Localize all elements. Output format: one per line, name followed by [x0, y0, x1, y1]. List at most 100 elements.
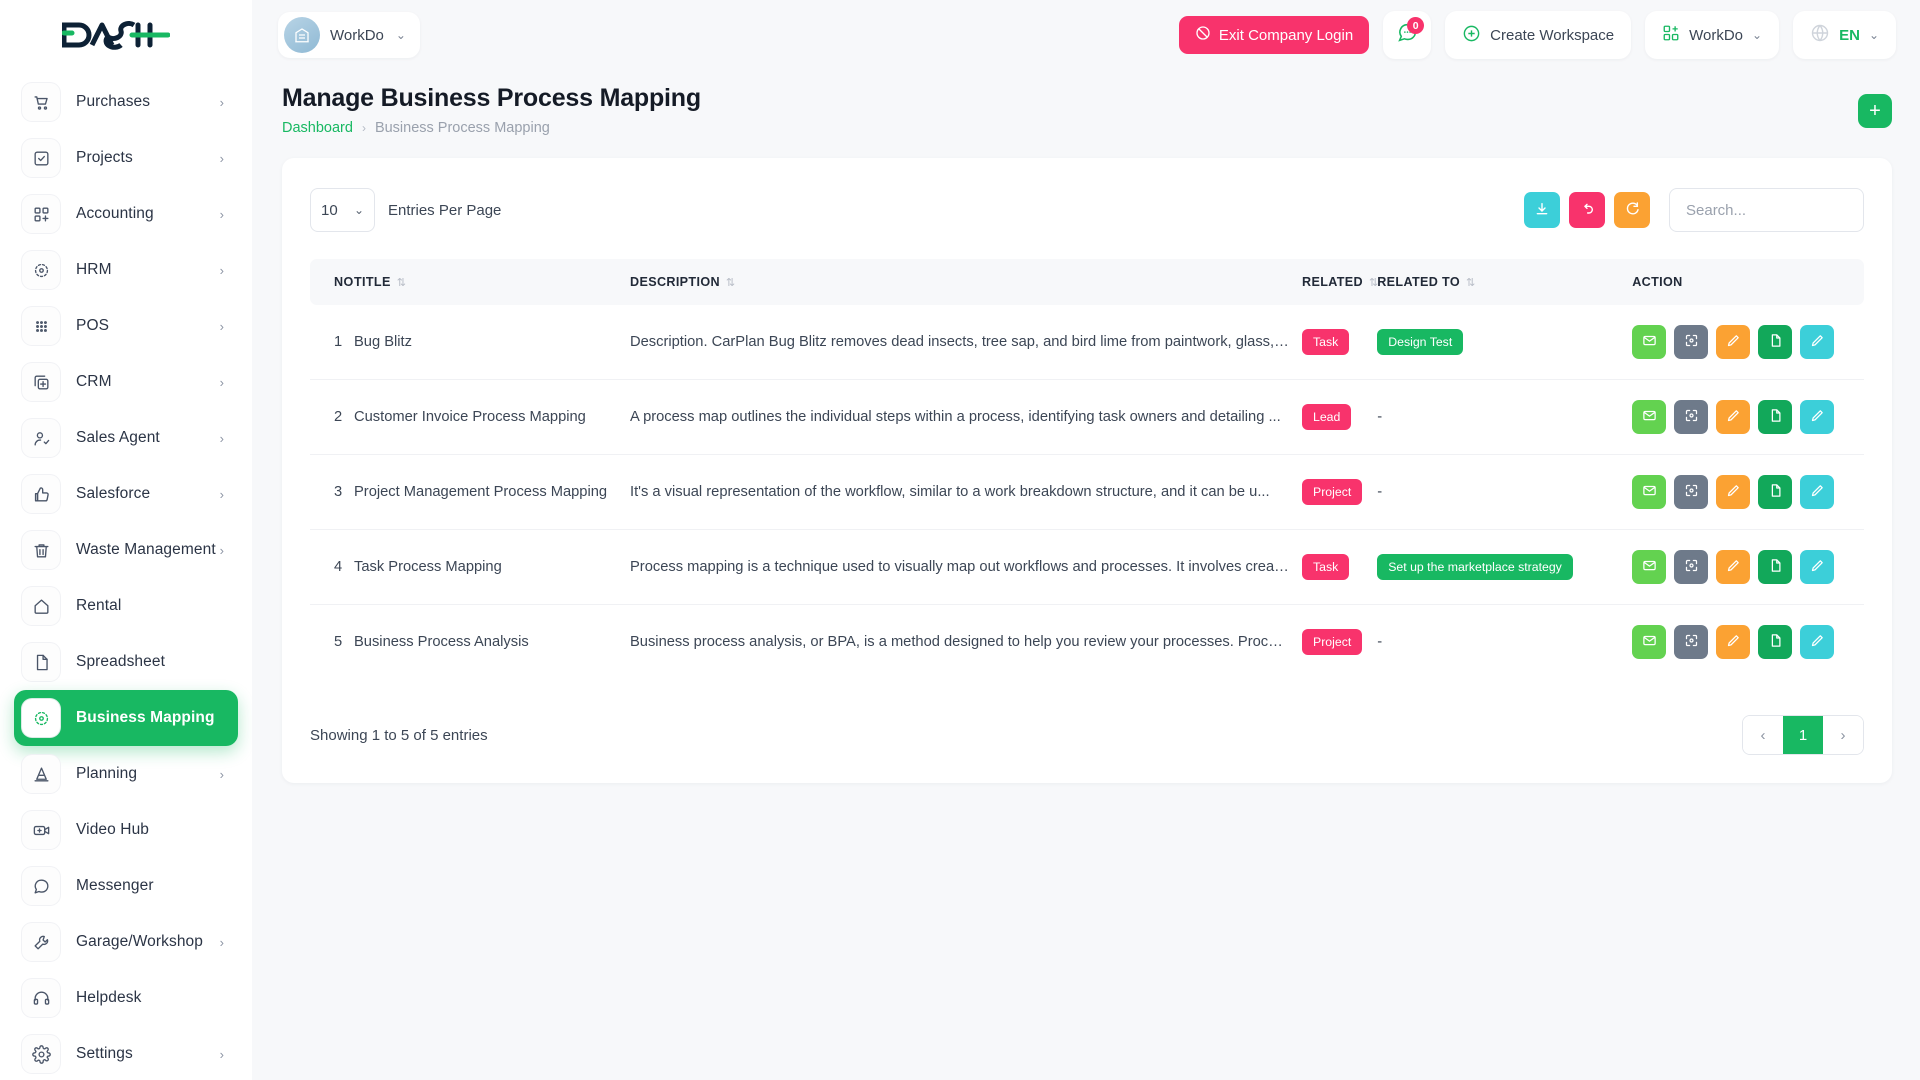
sort-icon[interactable]: ⇅ [1466, 277, 1475, 289]
sidebar-item-helpdesk[interactable]: Helpdesk [14, 970, 238, 1026]
language-label: EN [1839, 26, 1860, 44]
messages-badge: 0 [1407, 17, 1425, 34]
create-workspace-button[interactable]: Create Workspace [1445, 11, 1632, 59]
document-icon [1768, 558, 1783, 576]
edit-pencil-action-button[interactable] [1800, 625, 1835, 659]
document-action-button[interactable] [1758, 625, 1793, 659]
cell-related-to: - [1377, 605, 1632, 680]
column-header-action: ACTION [1632, 259, 1864, 305]
workspace-switcher[interactable]: WorkDo ⌄ [1645, 11, 1780, 59]
column-header-related[interactable]: RELATED ⇅ [1302, 259, 1378, 305]
sidebar-item-crm[interactable]: CRM › [14, 354, 238, 410]
language-switcher[interactable]: EN ⌄ [1793, 11, 1896, 59]
sidebar-item-label: Rental [76, 597, 122, 614]
column-header-related-to[interactable]: RELATED TO ⇅ [1377, 259, 1633, 305]
cell-title: Task Process Mapping [354, 529, 630, 605]
edit-pencil-action-button[interactable] [1800, 400, 1835, 434]
search-input[interactable] [1669, 188, 1864, 232]
row-actions [1632, 400, 1864, 434]
mail-action-button[interactable] [1632, 400, 1667, 434]
cell-description: Description. CarPlan Bug Blitz removes d… [630, 305, 1302, 380]
mail-action-button[interactable] [1632, 550, 1667, 584]
pencil-action-button[interactable] [1716, 400, 1751, 434]
page-title: Manage Business Process Mapping [282, 84, 701, 112]
gear-icon [22, 1035, 60, 1073]
focus-target-action-button[interactable] [1674, 400, 1709, 434]
document-icon [1768, 633, 1783, 651]
row-actions [1632, 625, 1864, 659]
related-to-badge: Design Test [1377, 329, 1464, 355]
focus-target-icon [1684, 333, 1699, 351]
chat-icon [22, 867, 60, 905]
focus-target-icon [1684, 483, 1699, 501]
dash-logo-mark [62, 20, 170, 50]
edit-pencil-action-button[interactable] [1800, 550, 1835, 584]
download-icon [1534, 201, 1550, 220]
sort-icon[interactable]: ⇅ [396, 277, 406, 289]
column-header-title[interactable]: TITLE ⇅ [354, 259, 630, 305]
breadcrumb-dashboard-link[interactable]: Dashboard [282, 120, 353, 136]
exit-company-login-button[interactable]: Exit Company Login [1178, 16, 1370, 54]
sidebar-item-spreadsheet[interactable]: Spreadsheet [14, 634, 238, 690]
brand-logo[interactable] [0, 0, 252, 70]
sidebar-item-accounting[interactable]: Accounting › [14, 186, 238, 242]
edit-pencil-action-button[interactable] [1800, 475, 1835, 509]
edit-pencil-icon [1810, 633, 1825, 651]
download-button[interactable] [1524, 192, 1560, 228]
undo-button[interactable] [1569, 192, 1605, 228]
chevron-right-icon: › [219, 206, 224, 222]
related-to-empty: - [1377, 409, 1383, 425]
document-action-button[interactable] [1758, 475, 1793, 509]
sort-icon[interactable]: ⇅ [725, 277, 735, 289]
pencil-action-button[interactable] [1716, 475, 1751, 509]
document-action-button[interactable] [1758, 325, 1793, 359]
sidebar-item-business-mapping[interactable]: Business Mapping [14, 690, 238, 746]
document-action-button[interactable] [1758, 550, 1793, 584]
cell-action [1632, 529, 1864, 605]
sidebar-item-projects[interactable]: Projects › [14, 130, 238, 186]
add-record-button[interactable]: + [1858, 94, 1892, 128]
sidebar-item-label: CRM [76, 373, 112, 390]
sidebar-item-waste-management[interactable]: Waste Management › [14, 522, 238, 578]
sidebar-item-label: POS [76, 317, 110, 334]
sidebar-item-planning[interactable]: Planning › [14, 746, 238, 802]
sidebar-item-pos[interactable]: POS › [14, 298, 238, 354]
mail-action-button[interactable] [1632, 625, 1667, 659]
sidebar-item-hrm[interactable]: HRM › [14, 242, 238, 298]
mail-action-button[interactable] [1632, 475, 1667, 509]
focus-target-action-button[interactable] [1674, 550, 1709, 584]
focus-target-action-button[interactable] [1674, 475, 1709, 509]
sidebar-item-settings[interactable]: Settings › [14, 1026, 238, 1080]
column-header-description[interactable]: DESCRIPTION ⇅ [630, 259, 1302, 305]
sidebar-item-rental[interactable]: Rental [14, 578, 238, 634]
sort-icon[interactable]: ⇅ [1369, 277, 1378, 289]
refresh-button[interactable] [1614, 192, 1650, 228]
focus-target-action-button[interactable] [1674, 325, 1709, 359]
mail-action-button[interactable] [1632, 325, 1667, 359]
pencil-action-button[interactable] [1716, 325, 1751, 359]
workspace-name: WorkDo [330, 26, 384, 44]
sidebar-item-garage-workshop[interactable]: Garage/Workshop › [14, 914, 238, 970]
pagination-page-1[interactable]: 1 [1783, 716, 1823, 754]
workspace-chip[interactable]: WorkDo ⌄ [278, 12, 420, 58]
document-action-button[interactable] [1758, 400, 1793, 434]
pagination-prev[interactable]: ‹ [1743, 716, 1783, 754]
pagination-next[interactable]: › [1823, 716, 1863, 754]
pencil-action-button[interactable] [1716, 625, 1751, 659]
sidebar-item-sales-agent[interactable]: Sales Agent › [14, 410, 238, 466]
entries-per-page-select[interactable]: 10 ⌄ [310, 188, 375, 232]
sidebar-item-label: HRM [76, 261, 112, 278]
sidebar-item-label: Salesforce [76, 485, 151, 502]
edit-pencil-action-button[interactable] [1800, 325, 1835, 359]
messages-button[interactable]: 0 [1383, 11, 1432, 59]
sidebar-item-salesforce[interactable]: Salesforce › [14, 466, 238, 522]
cell-action [1632, 305, 1864, 380]
row-actions [1632, 325, 1864, 359]
cell-related-to: Set up the marketplace strategy [1377, 529, 1633, 605]
sidebar-item-purchases[interactable]: Purchases › [14, 74, 238, 130]
pencil-action-button[interactable] [1716, 550, 1751, 584]
sidebar-item-messenger[interactable]: Messenger [14, 858, 238, 914]
sidebar-item-video-hub[interactable]: Video Hub [14, 802, 238, 858]
focus-target-action-button[interactable] [1674, 625, 1709, 659]
